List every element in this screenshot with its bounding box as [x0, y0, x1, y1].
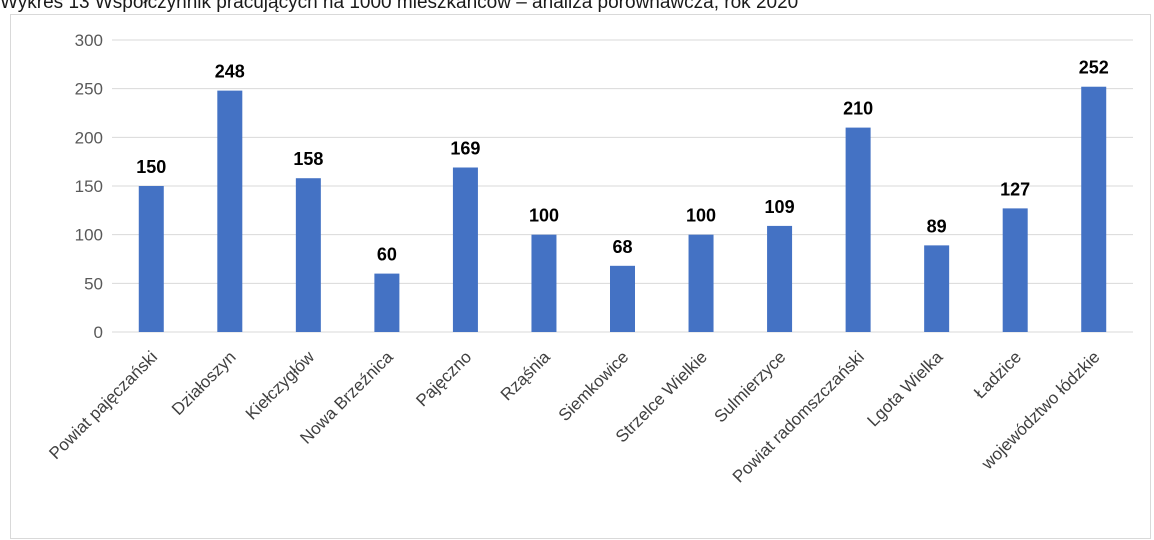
data-label: 89 [927, 216, 947, 236]
data-label: 109 [765, 197, 795, 217]
bars [138, 86, 1107, 332]
x-category-label: Powiat radomszczański [729, 347, 868, 486]
y-tick-label: 50 [84, 274, 103, 293]
bar [924, 245, 950, 332]
bar [767, 225, 793, 332]
y-tick-label: 200 [75, 128, 103, 147]
y-tick-label: 0 [94, 323, 103, 342]
bar [374, 273, 400, 332]
y-tick-label: 150 [75, 177, 103, 196]
data-labels: 150 248 158 60 169 100 68 100 109 210 89 127 252 [136, 58, 1109, 265]
data-label: 127 [1000, 179, 1030, 199]
x-category-label: Sulmierzyce [710, 347, 789, 426]
x-category-label: Powiat pajęczański [45, 347, 161, 463]
x-category-label: Pajęczno [412, 347, 475, 410]
bar [610, 265, 635, 332]
x-category-label: Rząśnia [497, 347, 554, 404]
bar [1002, 208, 1028, 332]
bar [688, 234, 714, 332]
chart-area [10, 14, 1151, 539]
bar [531, 234, 557, 332]
x-category-label: Lgota Wielka [864, 347, 947, 430]
y-tick-label: 300 [75, 31, 103, 50]
y-tick-label: 100 [75, 226, 103, 245]
x-category-label: Ładzice [970, 347, 1025, 402]
data-label: 248 [215, 62, 245, 82]
data-label: 68 [612, 237, 632, 257]
y-tick-label: 250 [75, 80, 103, 99]
data-label: 210 [843, 99, 873, 119]
data-label: 252 [1079, 58, 1109, 78]
data-label: 100 [529, 206, 559, 226]
data-label: 60 [377, 245, 397, 265]
data-label: 150 [136, 157, 166, 177]
x-category-label: Siemkowice [555, 347, 633, 425]
bar [217, 90, 243, 332]
y-axis-ticks: 0 50 100 150 200 250 300 [75, 31, 103, 342]
x-category-label: Działoszyn [168, 347, 240, 419]
x-axis-labels: Powiat pajęczański Działoszyn KiełczygłówN… [45, 347, 1103, 487]
data-label: 169 [450, 139, 480, 159]
bar [1081, 86, 1107, 332]
x-category-label: Kiełczygłów [242, 347, 319, 424]
data-label: 100 [686, 206, 716, 226]
bar [452, 167, 478, 332]
bar [138, 186, 164, 332]
bar [295, 178, 321, 332]
chart-title: Wykres 13 Współczynnik pracujących na 10… [0, 0, 799, 13]
data-label: 158 [293, 149, 323, 169]
bar [845, 127, 871, 332]
